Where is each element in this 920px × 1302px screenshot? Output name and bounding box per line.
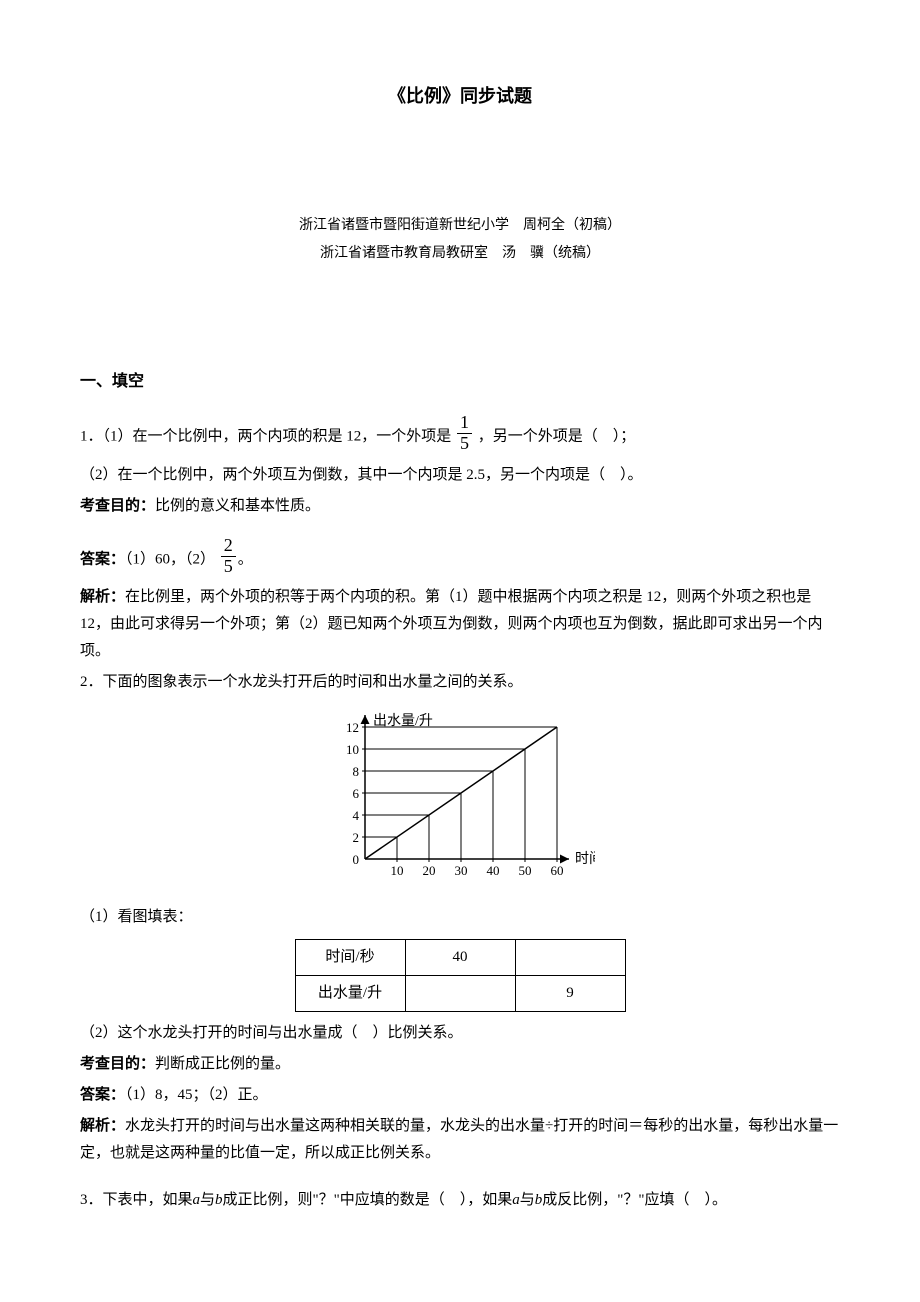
svg-text:0: 0 — [353, 852, 360, 867]
analysis-text: 在比例里，两个外项的积等于两个内项的积。第（1）题中根据两个内项之积是 12，则… — [80, 589, 823, 659]
q1-analysis: 解析：在比例里，两个外项的积等于两个内项的积。第（1）题中根据两个内项之积是 1… — [80, 584, 840, 665]
table-cell — [515, 940, 625, 976]
q2-stem: 2．下面的图象表示一个水龙头打开后的时间和出水量之间的关系。 — [80, 669, 840, 696]
analysis-label: 解析： — [80, 589, 125, 605]
table-wrapper: 时间/秒40出水量/升 9 — [80, 939, 840, 1012]
svg-text:60: 60 — [551, 863, 564, 878]
q1-part1: 1．（1）在一个比例中，两个内项的积是 12，一个外项是 1 5 ，另一个外项是… — [80, 417, 840, 458]
table-cell: 40 — [405, 940, 515, 976]
fraction-numerator: 1 — [457, 413, 472, 434]
svg-text:2: 2 — [353, 830, 360, 845]
line-chart: 0 2 4 6 8 10 12 10 20 30 40 50 60 出水量/升时间/秒 — [325, 704, 595, 884]
q2-analysis: 解析：水龙头打开的时间与出水量这两种相关联的量，水龙头的出水量÷打开的时间＝每秒… — [80, 1113, 840, 1167]
q1-part2: （2）在一个比例中，两个外项互为倒数，其中一个内项是 2.5，另一个内项是（ ）… — [80, 462, 840, 489]
answer-prefix: （1）60，（2） — [125, 552, 215, 568]
table-row: 时间/秒40 — [295, 940, 625, 976]
author-line-1: 浙江省诸暨市暨阳街道新世纪小学 周柯全（初稿） — [80, 212, 840, 240]
var-a: a — [512, 1192, 520, 1208]
chart-wrapper: 0 2 4 6 8 10 12 10 20 30 40 50 60 出水量/升时间/秒 — [80, 704, 840, 894]
goal-label: 考查目的： — [80, 1056, 155, 1072]
q2-goal: 考查目的：判断成正比例的量。 — [80, 1051, 840, 1078]
var-b: b — [215, 1192, 223, 1208]
table-cell: 时间/秒 — [295, 940, 405, 976]
table-cell: 9 — [515, 976, 625, 1012]
var-a: a — [193, 1192, 201, 1208]
q3-mid3: 成反比例，"？"应填（ ）。 — [542, 1192, 727, 1208]
answer-label: 答案： — [80, 1087, 125, 1103]
answer-text: （1）8，45；（2）正。 — [125, 1087, 268, 1103]
document-title: 《比例》同步试题 — [80, 80, 840, 112]
q2-answer: 答案：（1）8，45；（2）正。 — [80, 1082, 840, 1109]
analysis-label: 解析： — [80, 1118, 125, 1134]
table-cell: 出水量/升 — [295, 976, 405, 1012]
q3-mid2: 成正比例，则"？"中应填的数是（ ），如果 — [223, 1192, 513, 1208]
fraction-denominator: 5 — [221, 557, 236, 577]
svg-text:20: 20 — [423, 863, 436, 878]
q1-answer: 答案：（1）60，（2） 2 5 。 — [80, 540, 840, 581]
answer-label: 答案： — [80, 552, 125, 568]
svg-text:8: 8 — [353, 764, 360, 779]
q1-part1-prefix: 1．（1）在一个比例中，两个内项的积是 12，一个外项是 — [80, 429, 451, 445]
svg-text:10: 10 — [346, 742, 359, 757]
q2-sub2: （2）这个水龙头打开的时间与出水量成（ ）比例关系。 — [80, 1020, 840, 1047]
q3-stem: 3．下表中，如果a与b成正比例，则"？"中应填的数是（ ），如果a与b成反比例，… — [80, 1187, 840, 1214]
fraction-one-fifth: 1 5 — [457, 413, 472, 454]
q3-prefix: 3．下表中，如果 — [80, 1192, 193, 1208]
svg-text:出水量/升: 出水量/升 — [373, 713, 433, 729]
author-block: 浙江省诸暨市暨阳街道新世纪小学 周柯全（初稿） 浙江省诸暨市教育局教研室 汤 骥… — [80, 212, 840, 268]
section-heading-1: 一、填空 — [80, 368, 840, 397]
svg-text:6: 6 — [353, 786, 360, 801]
svg-text:30: 30 — [455, 863, 468, 878]
author-line-2: 浙江省诸暨市教育局教研室 汤 骥（统稿） — [80, 240, 840, 268]
fraction-denominator: 5 — [457, 434, 472, 454]
analysis-text: 水龙头打开的时间与出水量这两种相关联的量，水龙头的出水量÷打开的时间＝每秒的出水… — [80, 1118, 838, 1161]
q3-mid1b: 与 — [520, 1192, 535, 1208]
q1-goal: 考查目的：比例的意义和基本性质。 — [80, 493, 840, 520]
table-row: 出水量/升 9 — [295, 976, 625, 1012]
q1-part1-suffix: ，另一个外项是（ ）； — [478, 429, 636, 445]
data-table: 时间/秒40出水量/升 9 — [295, 939, 626, 1012]
q3-mid1: 与 — [200, 1192, 215, 1208]
table-cell — [405, 976, 515, 1012]
svg-text:12: 12 — [346, 720, 359, 735]
svg-text:40: 40 — [487, 863, 500, 878]
goal-label: 考查目的： — [80, 498, 155, 514]
svg-text:4: 4 — [353, 808, 360, 823]
q2-sub1: （1）看图填表： — [80, 904, 840, 931]
svg-text:50: 50 — [519, 863, 532, 878]
fraction-two-fifth: 2 5 — [221, 536, 236, 577]
svg-text:10: 10 — [391, 863, 404, 878]
fraction-numerator: 2 — [221, 536, 236, 557]
answer-suffix: 。 — [238, 552, 253, 568]
goal-text: 比例的意义和基本性质。 — [155, 498, 320, 514]
goal-text: 判断成正比例的量。 — [155, 1056, 290, 1072]
svg-text:时间/秒: 时间/秒 — [575, 851, 595, 867]
